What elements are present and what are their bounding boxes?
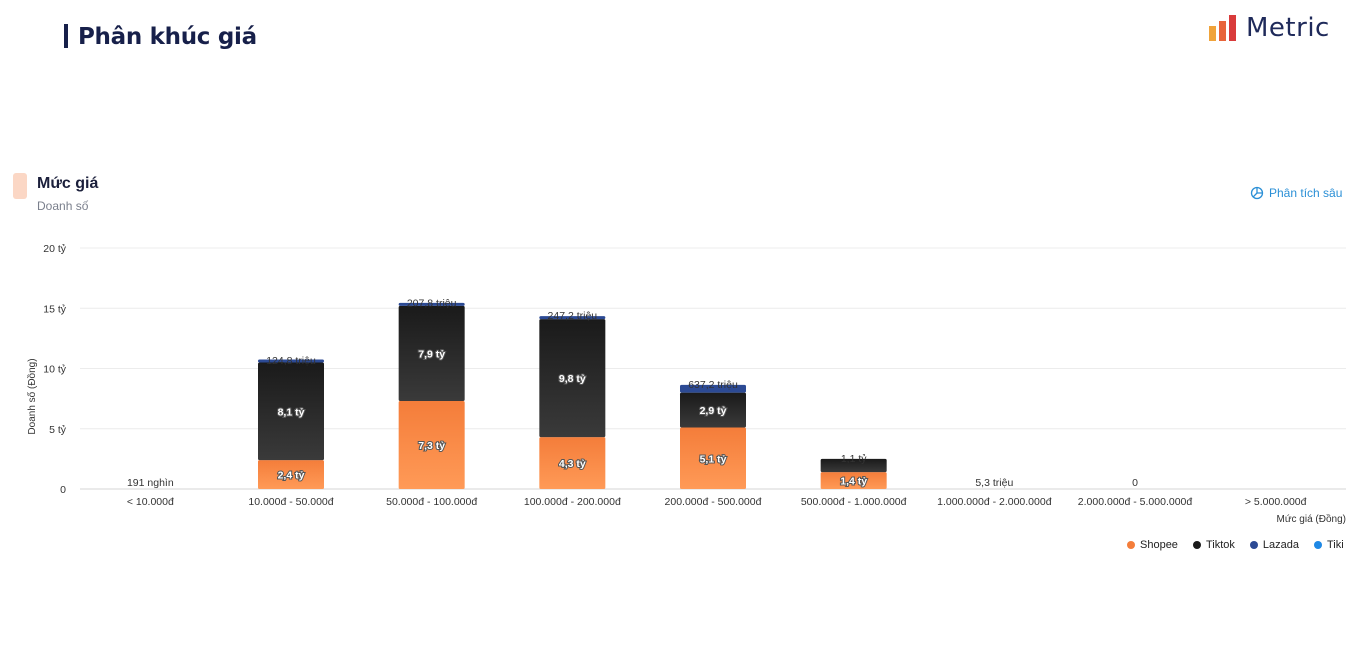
data-label-shopee: 4,3 tỷ <box>559 458 586 470</box>
x-tick-label: 10.000đ - 50.000đ <box>248 496 333 508</box>
logo-text: Metric <box>1246 13 1330 43</box>
legend-item-lazada[interactable]: Lazada <box>1249 539 1299 551</box>
data-label-shopee: 7,3 tỷ <box>418 440 445 452</box>
legend-label: Tiki <box>1326 539 1344 551</box>
data-label-tiktok: 8,1 tỷ <box>278 406 305 418</box>
x-tick-label: 50.000đ - 100.000đ <box>386 496 477 508</box>
legend-label: Lazada <box>1262 539 1299 551</box>
bar-lazada <box>680 384 746 393</box>
data-label-total: 0 <box>1132 477 1138 489</box>
data-label-lazada: 207,8 triệu <box>407 297 457 309</box>
bar-tiktok <box>680 392 746 428</box>
bar-lazada <box>258 359 324 363</box>
bar-tiktok <box>258 362 324 461</box>
bar-shopee <box>539 437 606 489</box>
x-axis-title: Mức giá (Đồng) <box>1277 513 1347 525</box>
data-label-total: 5,3 triệu <box>975 477 1013 489</box>
x-tick-label: 2.000.000đ - 5.000.000đ <box>1078 496 1193 508</box>
page-title: Phân khúc giá <box>64 24 257 50</box>
x-tick-label: > 5.000.000đ <box>1245 496 1307 508</box>
brand-logo: Metric <box>1208 12 1330 44</box>
chart-legend: Shopee Tiktok Lazada Tiki <box>1127 539 1344 551</box>
legend-dot <box>1192 541 1201 549</box>
bar-lazada <box>539 316 606 320</box>
x-tick-label: < 10.000đ <box>127 496 174 508</box>
data-label-shopee: 2,4 tỷ <box>278 470 305 482</box>
legend-item-tiki[interactable]: Tiki <box>1313 539 1344 551</box>
data-label-shopee: 5,1 tỷ <box>700 453 727 465</box>
x-tick-label: 200.000đ - 500.000đ <box>665 496 762 508</box>
y-tick-label: 5 tỷ <box>49 424 67 436</box>
y-axis-title: Doanh số (Đồng) <box>26 358 38 434</box>
y-tick-label: 10 tỷ <box>43 364 67 376</box>
data-label-total: 191 nghìn <box>127 477 174 489</box>
data-label-tiktok: 2,9 tỷ <box>700 405 727 417</box>
legend-label: Tiktok <box>1205 539 1235 551</box>
data-label-lazada: 637,2 triệu <box>688 379 738 391</box>
legend-dot <box>1313 541 1322 549</box>
bar-chart-logo-icon <box>1209 15 1236 41</box>
data-label-lazada: 247,2 triệu <box>548 310 598 322</box>
section-accent <box>13 173 27 199</box>
section-subtitle: Doanh số <box>37 199 89 213</box>
data-label-tiktok: 1,1 tỷ <box>841 453 867 465</box>
pie-chart-icon <box>1250 186 1264 200</box>
bar-tiktok <box>398 305 465 402</box>
data-label-tiktok: 9,8 tỷ <box>559 373 586 385</box>
page-title-text: Phân khúc giá <box>78 24 257 50</box>
bar-shopee <box>258 460 324 489</box>
y-tick-label: 0 <box>60 484 66 496</box>
deep-analysis-label: Phân tích sâu <box>1269 186 1343 200</box>
section-title: Mức giá <box>37 175 99 192</box>
price-segment-chart: 0 5 tỷ 10 tỷ 15 tỷ 20 tỷ Doanh số (Đồng) Mức g… <box>26 243 1347 525</box>
x-tick-label: 100.000đ - 200.000đ <box>524 496 621 508</box>
x-tick-label: 500.000đ - 1.000.000đ <box>801 496 907 508</box>
bar-lazada <box>398 302 465 306</box>
bar-tiktok <box>539 319 606 438</box>
y-tick-label: 20 tỷ <box>43 243 67 255</box>
legend-label: Shopee <box>1140 539 1178 551</box>
data-label-tiktok: 7,9 tỷ <box>418 348 445 360</box>
bar-tiktok <box>820 458 887 473</box>
data-label-shopee: 1,4 tỷ <box>840 476 867 488</box>
bar-shopee <box>820 472 887 489</box>
bar-shopee <box>680 427 746 489</box>
legend-item-shopee[interactable]: Shopee <box>1127 539 1178 551</box>
data-label-lazada: 124,8 triệu <box>266 355 316 367</box>
legend-item-tiktok[interactable]: Tiktok <box>1192 539 1235 551</box>
bar-shopee <box>398 401 465 489</box>
legend-dot <box>1127 541 1135 549</box>
legend-dot <box>1249 541 1258 549</box>
deep-analysis-button[interactable]: Phân tích sâu <box>1250 186 1342 200</box>
y-tick-label: 15 tỷ <box>43 303 67 315</box>
x-tick-label: 1.000.000đ - 2.000.000đ <box>937 496 1052 508</box>
